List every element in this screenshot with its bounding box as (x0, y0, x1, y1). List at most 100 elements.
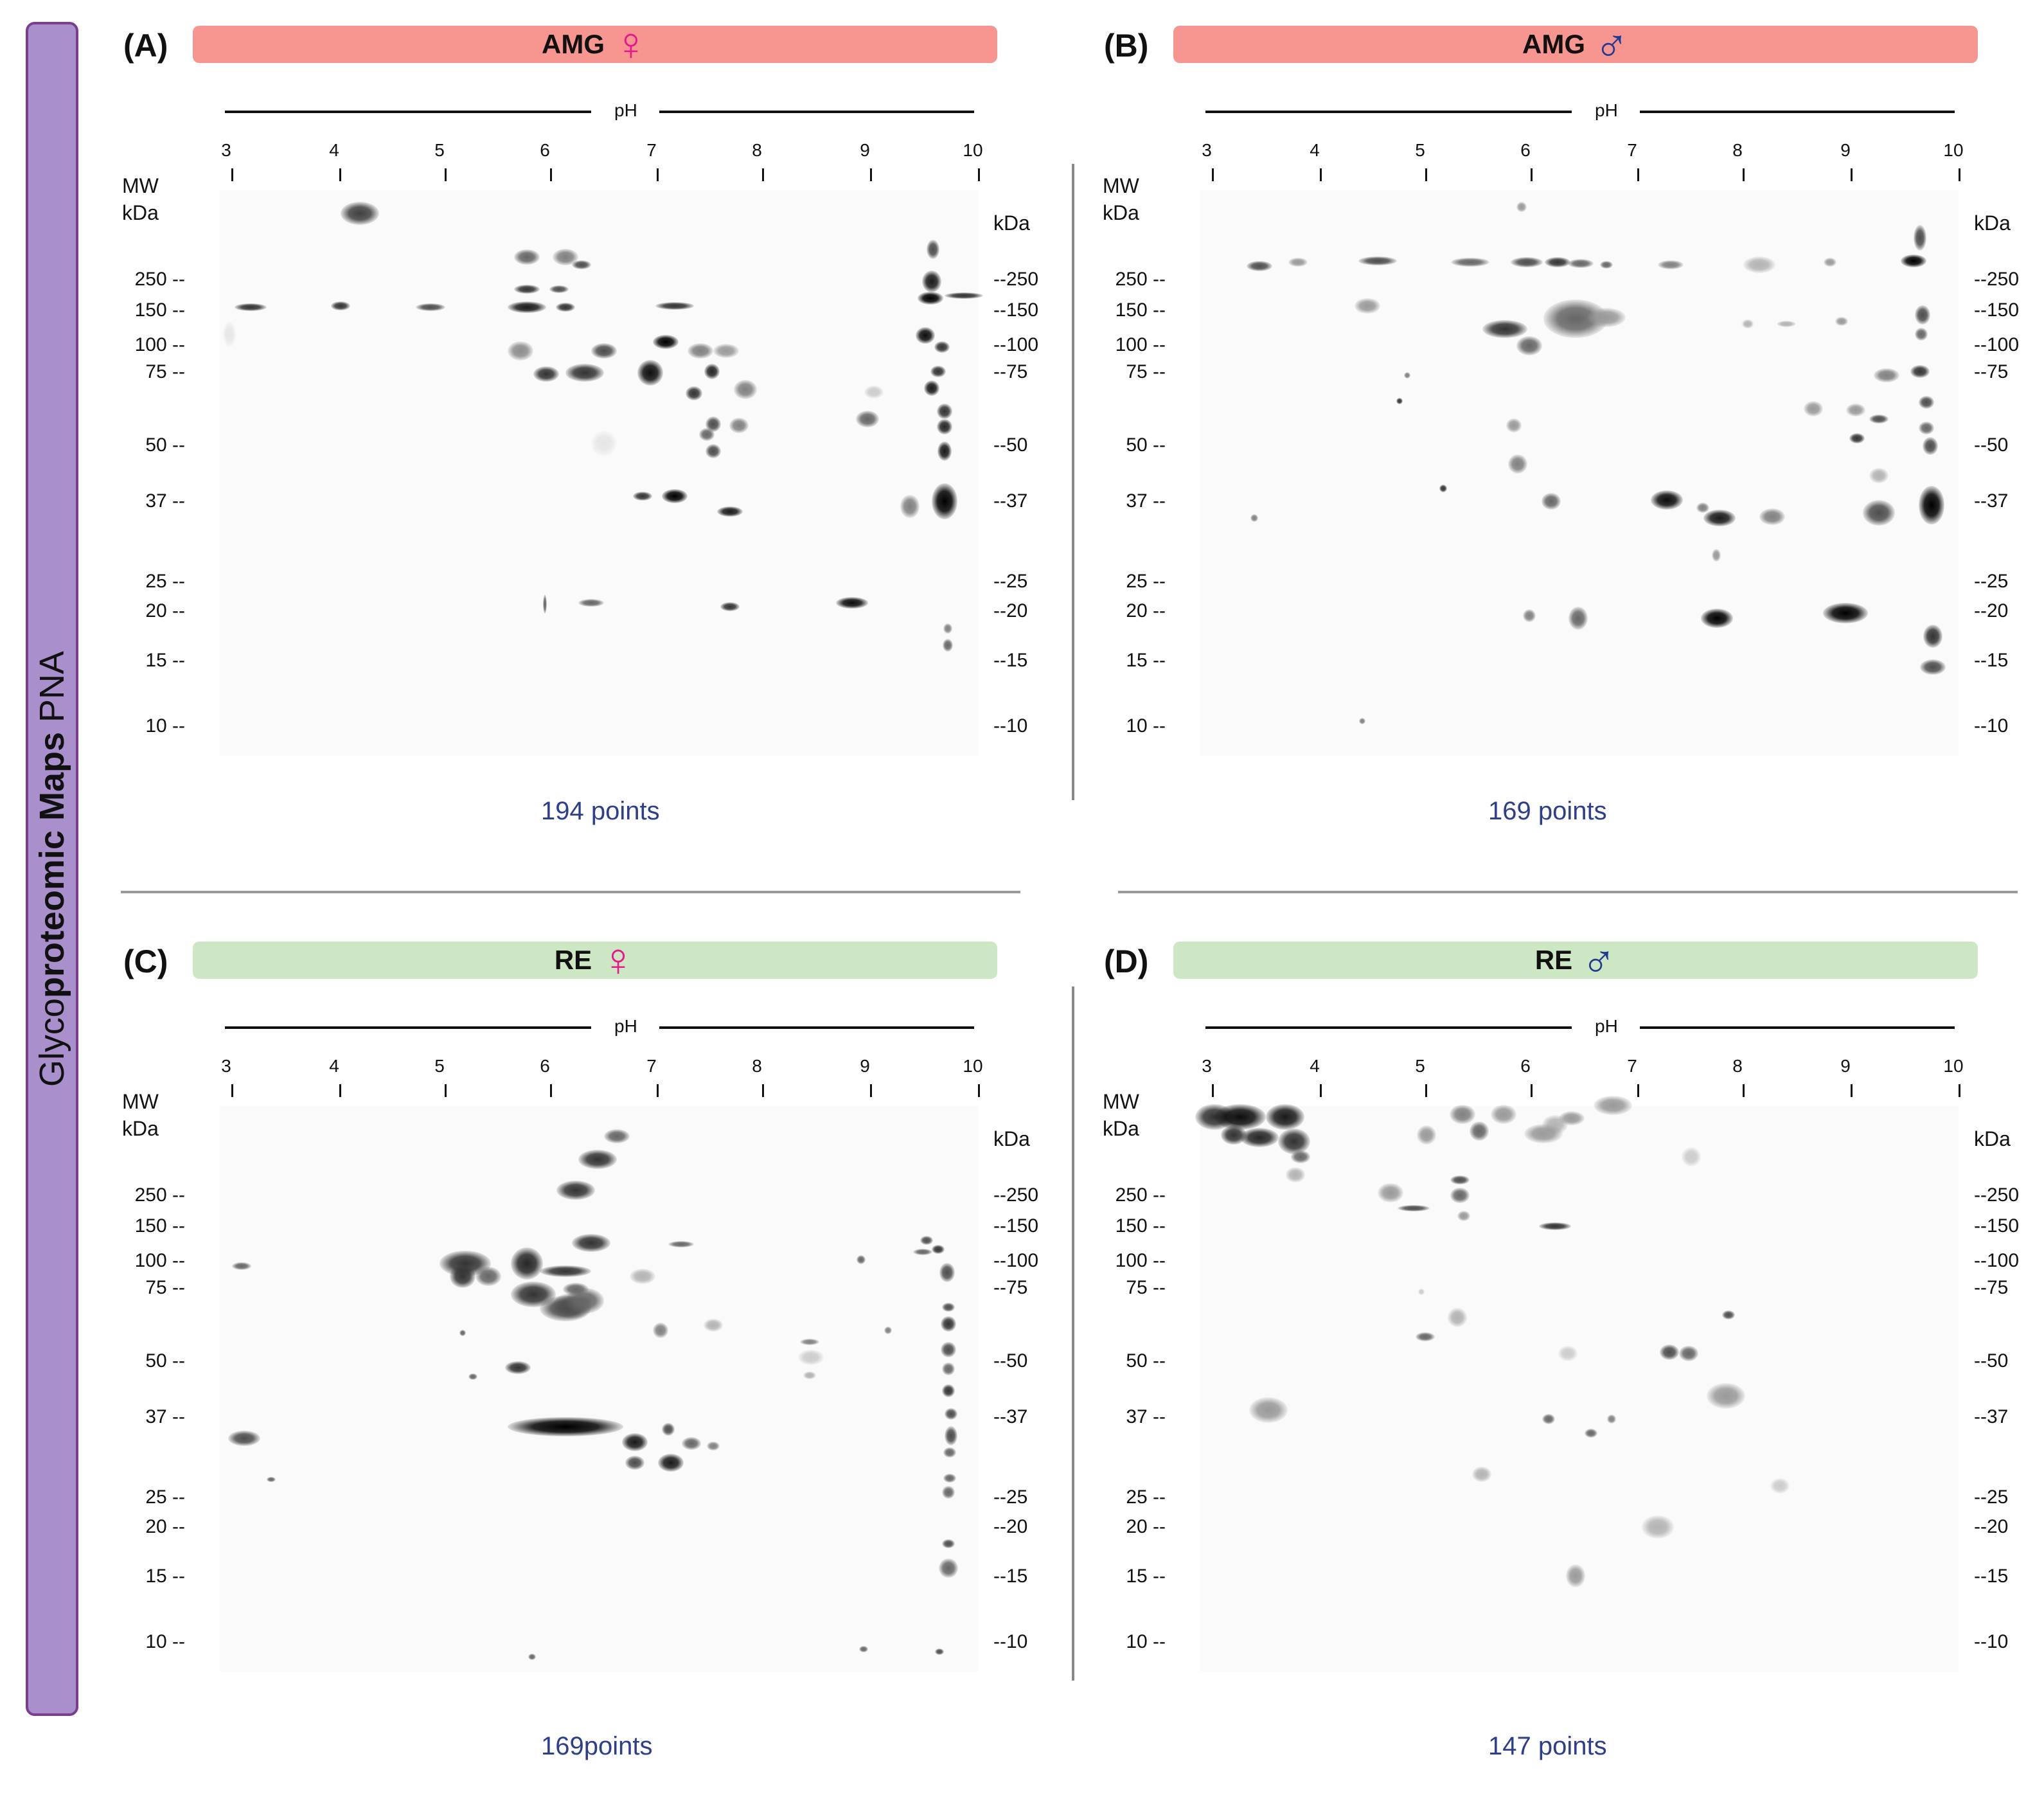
gel-spot (1511, 257, 1543, 267)
ph-axis-line-right (1640, 1026, 1955, 1029)
gel-spot (859, 1646, 868, 1652)
gel-spot (945, 1408, 957, 1420)
gel-spot (1516, 336, 1542, 355)
ph-tick-mark (1531, 168, 1533, 181)
gel-spot (630, 1269, 655, 1284)
mw-left-label: 20 -- (1126, 1516, 1166, 1537)
ph-tick-mark (1531, 1084, 1533, 1097)
gel-spot (511, 1247, 543, 1280)
gel-spot (686, 386, 702, 400)
sample-header-bar: AMG ♂ (1173, 21, 1978, 67)
ph-axis-label: pH (1595, 100, 1618, 120)
gel-spot (416, 303, 445, 311)
gel-spot (945, 1426, 957, 1445)
gel-spot (932, 1245, 945, 1254)
mw-label: MW (122, 1090, 159, 1113)
gel-spot (1824, 258, 1836, 267)
mw-left-label: 150 -- (134, 299, 185, 321)
mw-right-label: --50 (1974, 434, 2009, 456)
gel-spot (1863, 500, 1895, 526)
gel-spot (729, 418, 749, 433)
panel-letter: (B) (1104, 28, 1149, 64)
gel-spot (1214, 1104, 1266, 1130)
mw-right-label: --15 (1974, 1566, 2009, 1587)
sample-name: RE (1534, 945, 1573, 975)
gel-spot (450, 1265, 475, 1288)
mw-right-label: --20 (993, 600, 1028, 621)
ph-tick-mark (339, 1084, 341, 1097)
gel-spot (1247, 261, 1272, 271)
gel-spot (942, 1486, 955, 1499)
gel-spot (331, 301, 350, 310)
gel-spot (1249, 1397, 1288, 1423)
gel-spot (468, 1373, 477, 1380)
mw-left-label: 25 -- (145, 571, 185, 592)
gel-spot (633, 492, 652, 501)
sample-header-bar: RE ♂ (1173, 937, 1978, 983)
ph-tick-label: 7 (646, 140, 657, 160)
ph-tick-mark (870, 168, 872, 181)
gel-spot (653, 1323, 668, 1338)
ph-axis-label: pH (614, 100, 637, 120)
gel-spot (1359, 718, 1365, 724)
gel-spot (1915, 328, 1928, 341)
mw-right-label: --100 (993, 334, 1039, 355)
mw-left-label: 75 -- (145, 1277, 185, 1298)
gel-spot (1919, 422, 1934, 434)
mw-right-label: --20 (993, 1516, 1028, 1537)
gel-spot (798, 1350, 824, 1365)
horizontal-divider-left (121, 891, 1020, 893)
mw-left-label: 20 -- (1126, 600, 1166, 621)
gel-spot (223, 321, 236, 347)
ph-tick-mark (339, 168, 341, 181)
ph-tick-mark (231, 168, 233, 181)
gel-spot (565, 1288, 604, 1314)
gel-spot (920, 1236, 933, 1245)
points-count: 147 points (1488, 1732, 1607, 1760)
gel-spot (1869, 468, 1888, 483)
gel-spot (1770, 1478, 1790, 1494)
gel-spot (916, 327, 935, 344)
ph-tick-mark (657, 168, 659, 181)
ph-tick-label: 3 (1202, 1056, 1212, 1076)
ph-tick-label: 4 (1310, 140, 1320, 160)
gel-spot (1658, 260, 1684, 269)
gel-spot (900, 495, 920, 518)
ph-tick-label: 10 (963, 1056, 983, 1076)
gel-spot (717, 506, 743, 517)
sample-name: AMG (542, 29, 605, 59)
mw-left-label: 150 -- (1115, 299, 1166, 321)
ph-tick-label: 6 (540, 1056, 550, 1076)
sample-name: AMG (1522, 29, 1585, 59)
gel-spot (591, 343, 617, 359)
gel-spot (508, 1417, 623, 1436)
gel-spot (1682, 1147, 1701, 1166)
gel-spot (578, 599, 604, 607)
gel-spot (655, 302, 694, 310)
ph-tick-mark (445, 1084, 447, 1097)
mw-header: MW kDa (122, 1088, 159, 1142)
mw-left-label: 50 -- (145, 434, 185, 456)
mw-right-label: --25 (993, 571, 1028, 592)
gel-spot (943, 1447, 956, 1458)
mw-left-label: 37 -- (1126, 1406, 1166, 1427)
mw-left-label: 10 -- (145, 1631, 185, 1652)
ph-tick-label: 3 (221, 140, 231, 160)
gel-spot (856, 411, 879, 427)
gel-spot (1358, 256, 1397, 265)
gel-spot (942, 1384, 955, 1397)
gel-spot (622, 1433, 648, 1451)
gel-spot (1920, 659, 1946, 675)
gel-spot (1524, 1124, 1563, 1143)
gel-spot (572, 1234, 610, 1252)
mw-header: MW kDa (122, 172, 159, 226)
mw-right-label: --100 (1974, 1250, 2020, 1271)
gel-spot (565, 364, 604, 382)
points-count: 169points (541, 1732, 653, 1760)
gel-spot (884, 1326, 892, 1334)
mw-left-label: 75 -- (1126, 361, 1166, 382)
gel-spot (734, 380, 757, 399)
mw-right-label: --50 (993, 1350, 1028, 1371)
mw-right-label: --250 (993, 269, 1039, 290)
ph-tick-mark (978, 1084, 980, 1097)
